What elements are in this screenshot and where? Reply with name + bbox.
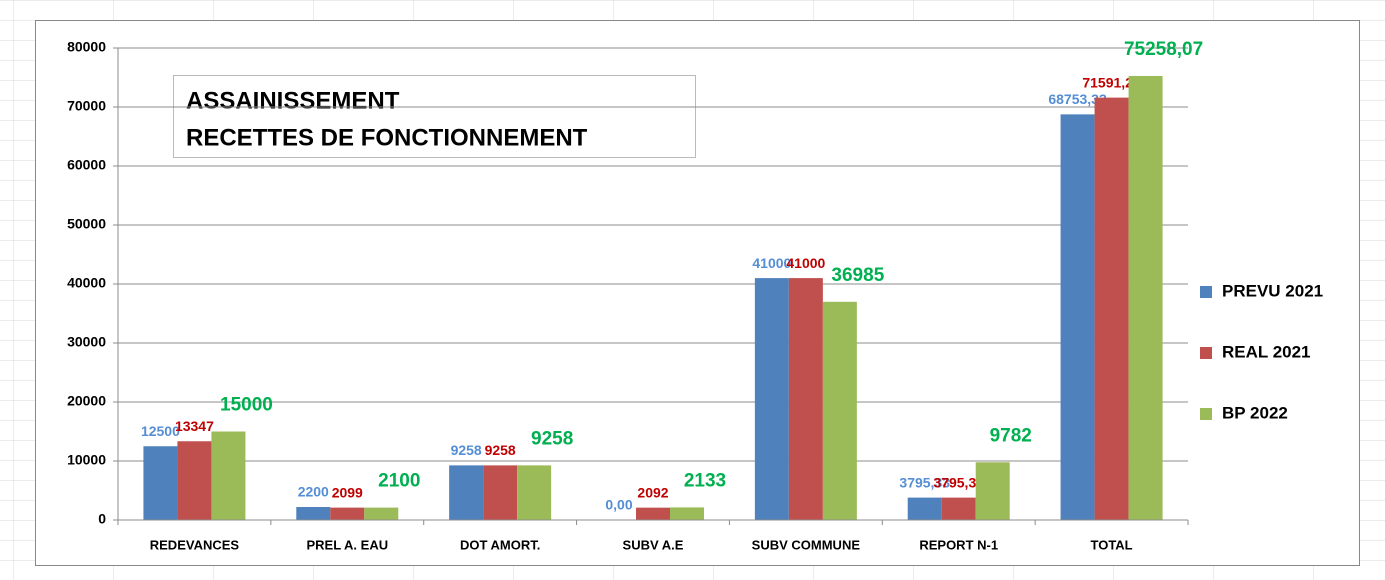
bar [177,441,212,520]
data-label: 0,00 [605,497,632,513]
y-tick-label: 10000 [67,452,106,468]
bar [483,465,518,520]
bar [296,507,331,520]
chart-title: ASSAINISSEMENT [186,87,400,114]
data-label: 9782 [990,425,1032,446]
bar [788,278,823,520]
x-tick-label: SUBV A.E [623,537,684,552]
x-tick-label: SUBV COMMUNE [752,537,861,552]
legend-label: PREVU 2021 [1222,281,1323,300]
data-label: 75258,07 [1124,39,1203,60]
data-label: 15000 [220,395,273,416]
x-tick-label: DOT AMORT. [460,537,540,552]
y-tick-label: 80000 [67,39,106,55]
bar [330,507,365,520]
bar [822,301,857,520]
legend-label: REAL 2021 [1222,342,1311,361]
x-tick-label: REPORT N-1 [919,537,998,552]
bar [1128,75,1163,520]
data-label: 2100 [378,471,420,492]
bar [1060,114,1095,521]
data-label: 36985 [831,265,884,286]
y-tick-label: 0 [98,511,106,527]
y-tick-label: 70000 [67,98,106,114]
x-tick-label: PREL A. EAU [306,537,388,552]
chart-title: RECETTES DE FONCTIONNEMENT [186,124,588,151]
y-tick-label: 30000 [67,334,106,350]
data-label: 9258 [451,442,482,458]
bar [941,497,976,520]
y-tick-label: 40000 [67,275,106,291]
bar [211,431,246,520]
data-label: 3795,33 [899,474,950,490]
bar [754,278,789,520]
data-label: 13347 [175,418,214,434]
data-label: 2099 [332,484,363,500]
x-tick-label: REDEVANCES [150,537,240,552]
legend-swatch [1200,286,1212,298]
legend-label: BP 2022 [1222,403,1288,422]
data-label: 2092 [637,484,668,500]
bar [364,507,399,520]
x-tick-label: TOTAL [1091,537,1133,552]
bar [449,465,484,520]
bar [636,507,670,520]
bar [975,462,1010,520]
bar [517,465,552,520]
bar [143,446,178,520]
data-label: 9258 [531,428,573,449]
data-label: 41000 [752,255,791,271]
y-tick-label: 60000 [67,157,106,173]
data-label: 2200 [298,484,329,500]
title-box [173,75,696,158]
data-label: 2133 [684,470,726,491]
data-label: 9258 [485,442,516,458]
bar [670,507,704,520]
y-tick-label: 50000 [67,216,106,232]
data-label: 12500 [141,423,180,439]
data-label: 3795,33 [933,474,984,490]
bar [907,497,942,520]
bar [1094,97,1129,520]
data-label: 41000 [786,255,825,271]
data-label: 68753,33 [1048,91,1107,107]
legend-swatch [1200,408,1212,420]
y-tick-label: 20000 [67,393,106,409]
legend-swatch [1200,347,1212,359]
data-label: 71591,25 [1082,74,1141,90]
